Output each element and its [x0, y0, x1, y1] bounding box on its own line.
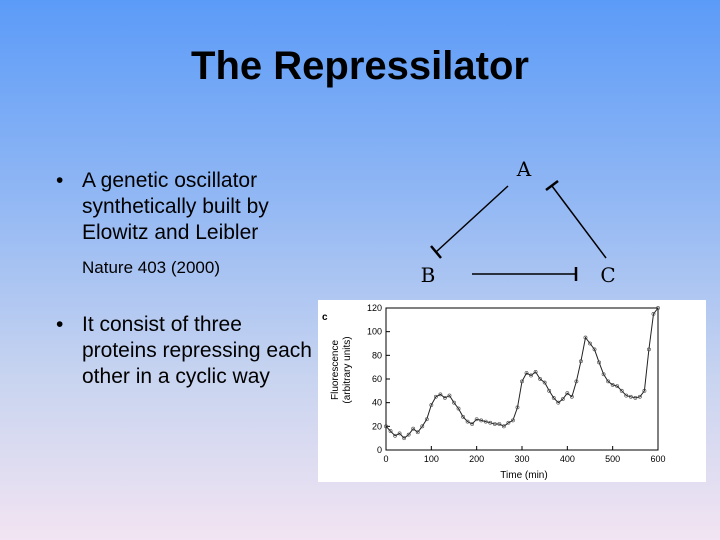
data-point [515, 405, 520, 410]
data-point [461, 414, 465, 419]
data-point [465, 419, 470, 424]
x-tick-label: 200 [469, 454, 484, 464]
x-tick-label: 400 [560, 454, 575, 464]
data-point [497, 422, 502, 426]
data-point [579, 359, 583, 364]
y-tick-label: 40 [372, 398, 382, 408]
data-point [402, 436, 407, 441]
node-a: A [516, 157, 532, 181]
bullet-text: A genetic oscillator synthetically built… [82, 169, 269, 244]
y-axis-label: (arbitrary units) [342, 336, 353, 403]
data-point [488, 420, 493, 425]
fluorescence-series-line [385, 307, 659, 439]
inhibition-bar [545, 180, 559, 191]
data-point [628, 394, 633, 399]
data-point [615, 384, 620, 389]
inhibition-bar [430, 245, 442, 259]
data-point [651, 312, 656, 316]
data-point [520, 379, 524, 384]
node-c: C [600, 263, 615, 287]
data-point [624, 393, 629, 398]
data-point [501, 424, 506, 429]
data-point [610, 383, 615, 387]
data-point [601, 372, 606, 377]
data-point [647, 347, 651, 352]
data-point [443, 396, 447, 400]
data-point [642, 388, 647, 393]
data-point [619, 388, 624, 393]
data-point [597, 360, 601, 365]
x-axis-label: Time (min) [500, 470, 547, 481]
data-point [456, 406, 461, 411]
x-tick-label: 0 [383, 454, 388, 464]
data-point [547, 388, 552, 393]
data-point [474, 417, 479, 422]
data-point [470, 422, 475, 426]
data-point [633, 396, 638, 400]
x-tick-label: 500 [605, 454, 620, 464]
data-point [429, 403, 434, 407]
data-point [438, 392, 443, 397]
data-point [565, 391, 570, 396]
bullet-item: • It consist of three proteins repressin… [52, 312, 322, 390]
y-tick-label: 0 [377, 445, 382, 455]
y-axis-label: Fluorescence [330, 340, 341, 400]
y-tick-label: 20 [372, 421, 382, 431]
data-point [506, 420, 511, 425]
bullet-list: • A genetic oscillator synthetically bui… [52, 168, 322, 390]
data-point [637, 394, 642, 399]
data-point [411, 426, 416, 431]
data-point [388, 429, 393, 433]
data-point [393, 433, 397, 438]
fluorescence-chart: c Fluorescence (arbitrary units) Time (m… [318, 300, 706, 482]
x-tick-label: 600 [650, 454, 665, 464]
data-point [606, 379, 611, 384]
reference-text: Nature 403 (2000) [82, 258, 220, 277]
bullet-marker: • [56, 313, 64, 336]
data-point [415, 430, 420, 435]
bullet-item: • A genetic oscillator synthetically bui… [52, 168, 322, 246]
edge-c-represses-a [551, 185, 607, 259]
data-point [483, 419, 488, 424]
data-point [538, 377, 543, 381]
data-point [447, 393, 452, 398]
slide-title: The Repressilator [191, 44, 529, 88]
y-tick-label: 60 [372, 374, 382, 384]
data-point [397, 431, 402, 436]
data-point [452, 400, 456, 405]
data-point [533, 370, 538, 374]
data-point [542, 380, 547, 385]
data-point [424, 417, 429, 422]
data-point [588, 341, 592, 346]
data-point [511, 418, 515, 423]
data-point [433, 394, 438, 399]
edge-a-represses-b [435, 185, 509, 253]
plot-frame [385, 307, 659, 451]
bullet-marker: • [56, 169, 64, 192]
data-point [574, 379, 579, 384]
y-tick-label: 80 [372, 350, 382, 360]
data-point [560, 397, 565, 402]
data-point [406, 432, 411, 437]
data-point [551, 396, 556, 400]
data-point [384, 424, 388, 429]
panel-label: c [322, 312, 328, 323]
repressilator-diagram: A B C [421, 157, 616, 287]
data-point [569, 394, 574, 399]
node-b: B [421, 263, 436, 287]
x-tick-label: 300 [514, 454, 529, 464]
data-point [492, 422, 497, 426]
y-tick-label: 100 [367, 327, 382, 337]
data-point [420, 424, 425, 429]
data-point [583, 335, 588, 340]
x-tick-label: 100 [424, 454, 439, 464]
y-tick-label: 120 [367, 303, 382, 313]
data-point [524, 371, 529, 375]
bullet-text: It consist of three proteins repressing … [82, 313, 312, 388]
data-point [479, 418, 484, 423]
data-point [592, 347, 597, 352]
data-point [656, 306, 660, 310]
data-point [556, 400, 561, 405]
data-point [529, 373, 533, 378]
